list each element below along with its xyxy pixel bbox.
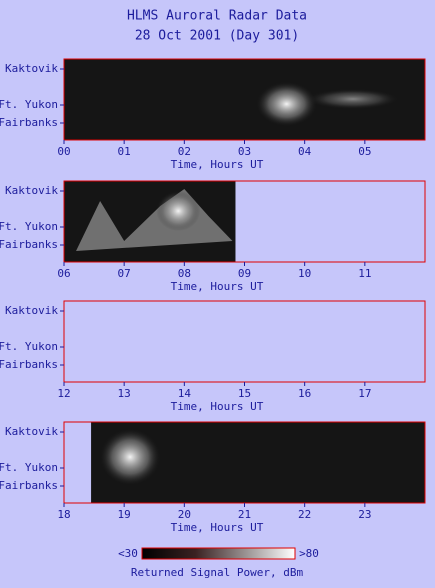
x-tick-label: 09 xyxy=(238,267,251,280)
y-tick-label: Fairbanks xyxy=(0,358,58,371)
y-tick-label: Ft. Yukon xyxy=(0,98,58,111)
colorbar-max: >80 xyxy=(299,547,319,560)
y-tick-label: Fairbanks xyxy=(0,116,58,129)
echo xyxy=(156,191,201,231)
x-tick-label: 18 xyxy=(57,508,70,521)
x-axis-label: Time, Hours UT xyxy=(171,400,264,413)
x-tick-label: 17 xyxy=(358,387,371,400)
x-tick-label: 07 xyxy=(118,267,131,280)
x-tick-label: 16 xyxy=(298,387,311,400)
y-tick-label: Ft. Yukon xyxy=(0,340,58,353)
y-tick-label: Kaktovik xyxy=(5,425,58,438)
colorbar xyxy=(141,547,296,560)
echo xyxy=(307,89,398,109)
x-tick-label: 04 xyxy=(298,145,312,158)
x-tick-label: 01 xyxy=(118,145,131,158)
echo xyxy=(100,429,161,485)
x-tick-label: 08 xyxy=(178,267,191,280)
y-tick-label: Kaktovik xyxy=(5,304,58,317)
x-tick-label: 13 xyxy=(118,387,131,400)
subtitle: 28 Oct 2001 (Day 301) xyxy=(135,29,299,44)
x-tick-label: 06 xyxy=(57,267,70,280)
x-tick-label: 22 xyxy=(298,508,311,521)
x-tick-label: 11 xyxy=(358,267,371,280)
y-tick-label: Kaktovik xyxy=(5,62,58,75)
x-tick-label: 12 xyxy=(57,387,70,400)
x-tick-label: 05 xyxy=(358,145,371,158)
y-tick-label: Ft. Yukon xyxy=(0,220,58,233)
title: HLMS Auroral Radar Data xyxy=(127,9,307,24)
y-tick-label: Kaktovik xyxy=(5,184,58,197)
x-tick-label: 15 xyxy=(238,387,251,400)
x-tick-label: 23 xyxy=(358,508,371,521)
x-tick-label: 20 xyxy=(178,508,191,521)
colorbar-min: <30 xyxy=(118,547,138,560)
x-tick-label: 10 xyxy=(298,267,311,280)
x-axis-label: Time, Hours UT xyxy=(171,280,264,293)
echo xyxy=(256,82,317,126)
y-tick-label: Fairbanks xyxy=(0,479,58,492)
x-tick-label: 03 xyxy=(238,145,251,158)
colorbar-label: Returned Signal Power, dBm xyxy=(131,566,304,579)
x-tick-label: 21 xyxy=(238,508,251,521)
x-tick-label: 00 xyxy=(57,145,70,158)
y-tick-label: Fairbanks xyxy=(0,238,58,251)
x-axis-label: Time, Hours UT xyxy=(171,158,264,171)
x-tick-label: 02 xyxy=(178,145,191,158)
y-tick-label: Ft. Yukon xyxy=(0,461,58,474)
x-axis-label: Time, Hours UT xyxy=(171,521,264,534)
x-tick-label: 19 xyxy=(118,508,131,521)
x-tick-label: 14 xyxy=(178,387,192,400)
